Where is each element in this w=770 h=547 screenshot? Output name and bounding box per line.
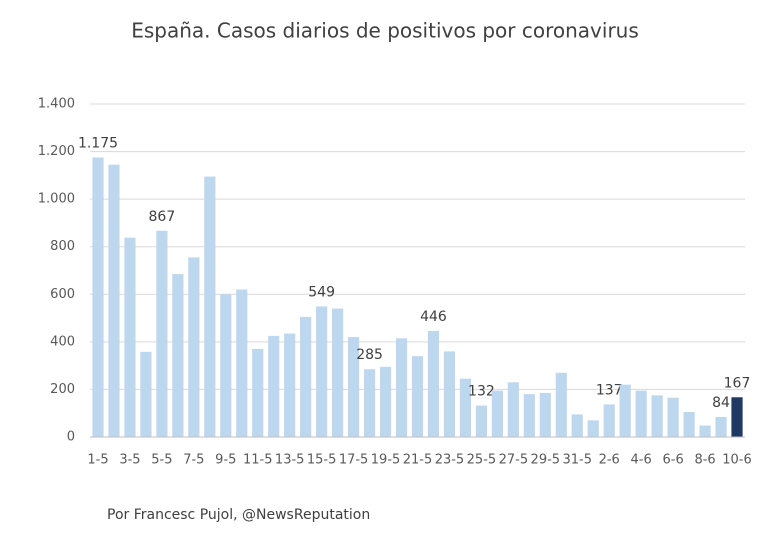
bar (731, 397, 743, 437)
bar (252, 348, 264, 437)
y-tick-label: 200 (50, 382, 75, 397)
x-tick-label: 13-5 (275, 453, 305, 468)
bar (140, 351, 152, 437)
y-tick-label: 1.400 (38, 97, 75, 112)
bar (172, 274, 184, 437)
x-tick-label: 11-5 (243, 453, 273, 468)
bar (443, 351, 456, 437)
bar (715, 417, 727, 437)
bar (459, 378, 472, 437)
y-tick-label: 400 (50, 334, 75, 349)
bar (395, 338, 408, 437)
bar (555, 372, 567, 437)
x-tick-label: 31-5 (562, 453, 592, 468)
bar (587, 420, 599, 437)
data-label: 132 (468, 384, 495, 400)
y-tick-label: 1.200 (38, 144, 75, 159)
x-tick-label: 10-6 (722, 453, 752, 468)
x-tick-label: 2-6 (599, 453, 620, 468)
bar (651, 395, 663, 437)
x-tick-label: 21-5 (403, 453, 433, 468)
bar (268, 335, 280, 437)
bar (507, 382, 519, 437)
bar (699, 425, 711, 437)
x-tick-label: 3-5 (119, 453, 140, 468)
x-tick-label: 5-5 (151, 453, 172, 468)
bar (236, 289, 248, 437)
bar (475, 405, 487, 437)
data-label: 549 (308, 284, 335, 300)
x-tick-label: 19-5 (371, 453, 401, 468)
x-tick-label: 7-5 (183, 453, 204, 468)
x-tick-label: 29-5 (531, 453, 561, 468)
bar (523, 394, 535, 437)
data-label: 1.175 (78, 136, 118, 152)
chart-title: España. Casos diarios de positivos por c… (131, 19, 639, 43)
bar (683, 412, 695, 437)
bar (348, 337, 360, 437)
bar (667, 397, 679, 437)
data-label: 285 (356, 347, 383, 363)
bar (124, 237, 136, 437)
bar (603, 404, 615, 437)
bar (316, 306, 328, 437)
x-tick-label: 27-5 (499, 453, 529, 468)
x-tick-label: 15-5 (307, 453, 337, 468)
x-tick-label: 9-5 (215, 453, 236, 468)
bar (427, 330, 440, 437)
bar (204, 176, 216, 437)
y-tick-label: 600 (50, 287, 75, 302)
bar (635, 390, 647, 437)
x-tick-label: 17-5 (339, 453, 369, 468)
data-label: 167 (724, 375, 751, 391)
x-tick-label: 4-6 (631, 453, 652, 468)
bar (619, 384, 631, 437)
data-label: 446 (420, 309, 447, 325)
x-tick-label: 1-5 (87, 453, 108, 468)
data-label: 137 (596, 382, 623, 398)
bar (92, 157, 104, 437)
bar (363, 369, 376, 437)
bar (491, 390, 503, 437)
x-tick-label: 25-5 (467, 453, 497, 468)
bar (156, 230, 168, 437)
x-tick-label: 23-5 (435, 453, 465, 468)
bar (332, 308, 344, 437)
y-tick-label: 0 (67, 430, 75, 445)
y-tick-label: 1.000 (38, 192, 75, 207)
source: Por Francesc Pujol, @NewsReputation (107, 507, 370, 523)
bar (379, 366, 392, 437)
x-tick-label: 6-6 (662, 453, 683, 468)
bar (411, 356, 424, 437)
data-label: 867 (149, 209, 176, 225)
bar (571, 414, 583, 437)
bar (220, 294, 232, 437)
y-tick-label: 800 (50, 239, 75, 254)
bar (108, 164, 120, 437)
x-tick-label: 8-6 (694, 453, 715, 468)
data-label: 84 (712, 395, 730, 411)
bar (539, 392, 551, 437)
bar (188, 257, 200, 437)
bar (300, 316, 312, 437)
bar (284, 333, 296, 437)
